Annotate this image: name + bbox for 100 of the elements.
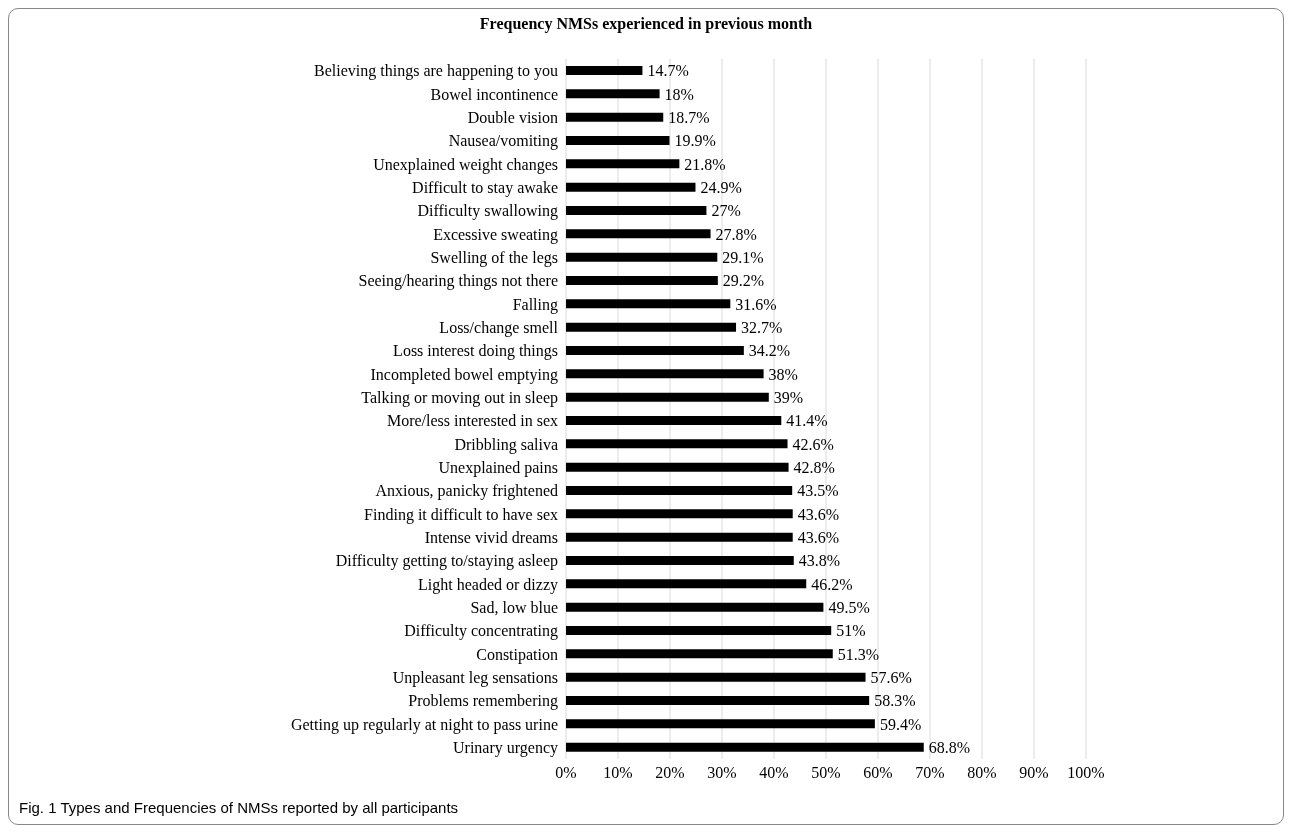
y-tick-label: Anxious, panicky frightened: [375, 482, 558, 501]
data-label: 43.5%: [797, 482, 839, 500]
bar: [566, 416, 782, 425]
y-tick-label: Nausea/vomiting: [448, 132, 558, 151]
data-label: 21.8%: [684, 155, 726, 173]
bar: [566, 112, 664, 122]
bar: [566, 626, 832, 635]
x-tick-label: 70%: [915, 764, 945, 782]
bar: [566, 649, 833, 659]
bar: [566, 509, 793, 519]
data-label: 49.5%: [828, 598, 870, 616]
x-tick-label: 20%: [655, 764, 685, 782]
y-tick-label: Loss interest doing things: [393, 342, 558, 361]
y-tick-label: Difficulty swallowing: [417, 202, 558, 221]
bar: [566, 369, 764, 379]
y-tick-label: Finding it difficult to have sex: [364, 505, 558, 524]
caption: Fig. 1 Types and Frequencies of NMSs reported by all participants: [19, 799, 459, 816]
data-label: 41.4%: [786, 412, 828, 430]
data-label: 51%: [836, 622, 866, 640]
y-tick-label: Unexplained pains: [438, 459, 558, 478]
y-tick-label: Difficulty concentrating: [404, 622, 558, 641]
data-label: 68.8%: [928, 738, 971, 756]
bar: [566, 229, 711, 239]
bar: [566, 579, 807, 589]
y-tick-label: More/less interested in sex: [386, 412, 558, 430]
bar: [566, 486, 793, 495]
y-tick-label: Intense vivid dreams: [424, 529, 558, 547]
x-tick-label: 50%: [811, 764, 841, 782]
chart-title: Frequency NMSs experienced in previous month: [478, 14, 814, 35]
y-tick-label: Bowel incontinence: [430, 85, 558, 103]
y-tick-label: Constipation: [476, 645, 558, 664]
bar: [566, 439, 788, 449]
x-tick-label: 60%: [863, 764, 893, 782]
bar: [566, 66, 643, 75]
x-tick-label: 80%: [967, 764, 997, 782]
bar: [566, 696, 870, 705]
y-tick-label: Incompleted bowel emptying: [370, 365, 558, 384]
bar: [566, 392, 769, 402]
y-tick-label: Sad, low blue: [470, 599, 558, 617]
y-tick-label: Talking or moving out in sleep: [361, 389, 558, 408]
y-tick-label: Seeing/hearing things not there: [358, 272, 558, 291]
data-label: 34.2%: [748, 342, 791, 360]
bar: [566, 252, 718, 262]
y-tick-label: Falling: [512, 295, 558, 314]
bar: [566, 299, 731, 309]
data-label: 19.9%: [674, 132, 716, 150]
data-label: 43.8%: [798, 552, 841, 570]
data-label: 24.9%: [700, 178, 742, 196]
bar: [566, 346, 744, 355]
y-tick-label: Urinary urgency: [453, 739, 558, 758]
y-tick-label: Believing things are happening to you: [314, 62, 558, 81]
data-label: 18.7%: [668, 108, 710, 126]
data-label: 29.2%: [722, 272, 765, 290]
y-tick-label: Problems remembering: [408, 692, 558, 711]
x-tick-label: 30%: [707, 764, 737, 782]
bar: [566, 719, 875, 729]
bar: [566, 136, 670, 145]
bar: [566, 672, 866, 682]
y-tick-label: Double vision: [467, 109, 558, 127]
y-tick-label: Loss/change smell: [439, 319, 559, 338]
data-label: 32.7%: [741, 318, 783, 336]
bar: [566, 532, 793, 542]
data-label: 58.3%: [874, 692, 916, 710]
x-tick-label: 10%: [603, 764, 633, 782]
data-label: 43.6%: [797, 505, 840, 523]
bar: [566, 206, 707, 215]
y-tick-label: Difficulty getting to/staying asleep: [335, 552, 558, 571]
y-tick-label: Swelling of the legs: [430, 249, 558, 268]
data-label: 27%: [711, 202, 741, 220]
bar: [566, 602, 824, 612]
data-label: 57.6%: [870, 668, 912, 686]
data-label: 42.6%: [792, 435, 834, 453]
bar: [566, 556, 794, 565]
data-label: 29.1%: [722, 248, 764, 266]
y-tick-label: Difficult to stay awake: [412, 179, 558, 198]
data-label: 14.7%: [647, 62, 689, 80]
data-label: 51.3%: [837, 645, 880, 663]
x-tick-label: 0%: [555, 764, 577, 782]
y-tick-label: Getting up regularly at night to pass urine: [290, 715, 558, 734]
data-label: 27.8%: [715, 225, 757, 243]
x-tick-label: 90%: [1019, 764, 1049, 782]
x-tick-label: 100%: [1067, 764, 1105, 782]
bar: [566, 89, 660, 99]
data-label: 39%: [773, 388, 804, 406]
data-label: 31.6%: [735, 295, 777, 313]
data-label: 43.6%: [797, 528, 840, 546]
y-tick-label: Dribbling saliva: [454, 435, 558, 454]
y-tick-label: Unexplained weight changes: [373, 155, 558, 174]
bar: [566, 159, 680, 169]
data-label: 42.8%: [793, 458, 835, 476]
data-label: 38%: [768, 365, 798, 383]
y-tick-label: Unpleasant leg sensations: [392, 669, 558, 688]
bar: [566, 462, 789, 472]
bar: [566, 182, 696, 192]
bar: [566, 276, 718, 285]
y-tick-label: Light headed or dizzy: [418, 575, 558, 594]
x-tick-label: 40%: [759, 764, 789, 782]
data-label: 18%: [664, 85, 694, 103]
data-label: 59.4%: [879, 715, 922, 733]
bar: [566, 742, 924, 752]
